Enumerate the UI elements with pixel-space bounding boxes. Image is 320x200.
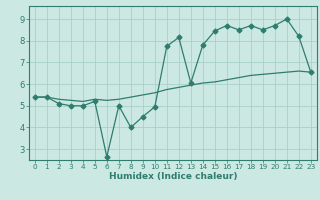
X-axis label: Humidex (Indice chaleur): Humidex (Indice chaleur) bbox=[108, 172, 237, 181]
